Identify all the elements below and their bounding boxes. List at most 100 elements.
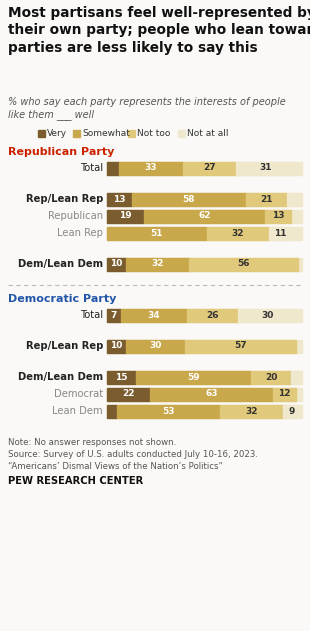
Bar <box>150 387 273 401</box>
Text: 32: 32 <box>245 406 258 415</box>
Bar <box>265 209 290 223</box>
Text: 27: 27 <box>203 163 216 172</box>
Bar <box>107 339 302 353</box>
Text: 12: 12 <box>278 389 291 399</box>
Bar <box>107 404 117 418</box>
Bar <box>132 192 246 206</box>
Text: 13: 13 <box>272 211 284 220</box>
Text: 57: 57 <box>234 341 247 350</box>
Text: 32: 32 <box>232 228 244 237</box>
Bar <box>189 257 298 271</box>
Text: PEW RESEARCH CENTER: PEW RESEARCH CENTER <box>8 476 143 486</box>
Bar <box>128 129 135 136</box>
Text: Democratic Party: Democratic Party <box>8 294 116 304</box>
Text: Not at all: Not at all <box>187 129 228 138</box>
Bar <box>107 192 302 206</box>
Bar <box>73 129 80 136</box>
Bar <box>238 309 296 322</box>
Text: 10: 10 <box>111 341 123 350</box>
Bar <box>107 257 126 271</box>
Text: Total: Total <box>80 163 103 173</box>
Text: Dem/Lean Dem: Dem/Lean Dem <box>18 259 103 269</box>
Bar <box>107 309 302 322</box>
Text: Republican Party: Republican Party <box>8 147 114 157</box>
Text: Republican: Republican <box>48 211 103 221</box>
Text: 7: 7 <box>111 310 117 319</box>
Text: Total: Total <box>80 310 103 320</box>
Bar <box>269 227 290 240</box>
Bar <box>117 404 220 418</box>
Bar <box>107 209 144 223</box>
Bar <box>107 387 150 401</box>
Bar <box>107 227 206 240</box>
Text: 22: 22 <box>122 389 135 399</box>
Text: 10: 10 <box>111 259 123 269</box>
Bar <box>107 192 132 206</box>
Bar <box>246 192 287 206</box>
Text: Note: No answer responses not shown.
Source: Survey of U.S. adults conducted Jul: Note: No answer responses not shown. Sou… <box>8 438 258 471</box>
Text: 11: 11 <box>273 228 286 237</box>
Bar <box>126 257 189 271</box>
Text: 30: 30 <box>261 310 273 319</box>
Text: 20: 20 <box>265 372 277 382</box>
Text: 63: 63 <box>205 389 218 399</box>
Bar <box>251 370 290 384</box>
Bar <box>107 404 302 418</box>
Bar <box>107 227 302 240</box>
Text: Most partisans feel well-represented by
their own party; people who lean toward
: Most partisans feel well-represented by … <box>8 6 310 55</box>
Text: 15: 15 <box>115 372 128 382</box>
Text: Democrat: Democrat <box>54 389 103 399</box>
Text: Not too: Not too <box>137 129 171 138</box>
Bar <box>119 162 183 175</box>
Bar <box>290 370 300 384</box>
Text: 58: 58 <box>183 194 195 204</box>
Bar <box>136 370 251 384</box>
Bar <box>107 209 302 223</box>
Bar <box>38 129 45 136</box>
Bar <box>287 192 298 206</box>
Text: Dem/Lean Dem: Dem/Lean Dem <box>18 372 103 382</box>
Text: Very: Very <box>47 129 67 138</box>
Text: 59: 59 <box>188 372 200 382</box>
Bar <box>185 339 296 353</box>
Text: 13: 13 <box>113 194 126 204</box>
Text: 62: 62 <box>198 211 211 220</box>
Text: 31: 31 <box>260 163 272 172</box>
Bar <box>273 387 296 401</box>
Bar <box>220 404 283 418</box>
Text: 26: 26 <box>206 310 219 319</box>
Bar <box>183 162 236 175</box>
Bar <box>107 387 302 401</box>
Bar <box>121 309 187 322</box>
Bar <box>107 162 119 175</box>
Text: Rep/Lean Rep: Rep/Lean Rep <box>25 194 103 204</box>
Bar <box>107 309 121 322</box>
Text: 32: 32 <box>152 259 164 269</box>
Text: Rep/Lean Rep: Rep/Lean Rep <box>25 341 103 351</box>
Bar <box>107 162 302 175</box>
Bar <box>178 129 185 136</box>
Text: 30: 30 <box>150 341 162 350</box>
Bar <box>107 257 302 271</box>
Text: 34: 34 <box>148 310 160 319</box>
Bar <box>107 339 126 353</box>
Bar <box>107 370 136 384</box>
Text: 56: 56 <box>237 259 250 269</box>
Bar <box>126 339 185 353</box>
Text: Lean Dem: Lean Dem <box>52 406 103 416</box>
Text: Lean Rep: Lean Rep <box>57 228 103 238</box>
Bar <box>206 227 269 240</box>
Text: 51: 51 <box>150 228 163 237</box>
Bar <box>187 309 238 322</box>
Text: 9: 9 <box>288 406 295 415</box>
Bar <box>236 162 296 175</box>
Bar <box>144 209 265 223</box>
Text: % who say each party represents the interests of people
like them ___ well: % who say each party represents the inte… <box>8 97 286 121</box>
Text: Somewhat: Somewhat <box>82 129 130 138</box>
Text: 21: 21 <box>260 194 272 204</box>
Text: 53: 53 <box>162 406 175 415</box>
Bar <box>283 404 300 418</box>
Text: 33: 33 <box>145 163 157 172</box>
Text: 19: 19 <box>119 211 132 220</box>
Bar <box>107 370 302 384</box>
